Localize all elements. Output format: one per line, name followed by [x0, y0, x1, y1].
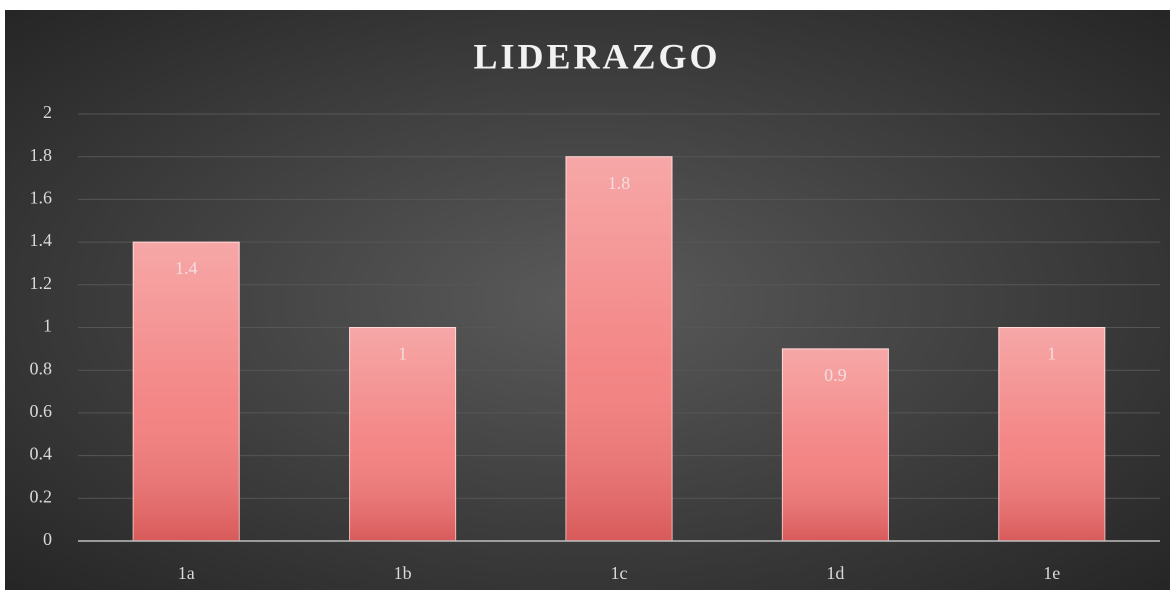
y-tick-label: 2 [43, 102, 52, 122]
bar-shade [782, 348, 889, 541]
y-tick-label: 1 [43, 316, 52, 336]
bar-shade [998, 327, 1105, 541]
y-tick-label: 1.6 [30, 188, 53, 208]
bar-shade [349, 327, 456, 541]
y-tick-label: 0.8 [30, 358, 53, 378]
bar-shade [565, 156, 673, 541]
y-tick-label: 0.4 [30, 444, 53, 464]
chart-title: LIDERAZGO [473, 36, 720, 76]
x-tick-label: 1c [611, 563, 628, 583]
y-tick-label: 1.8 [30, 145, 53, 165]
y-tick-label: 0 [43, 529, 52, 549]
x-tick-label: 1a [178, 563, 195, 583]
y-tick-label: 0.6 [30, 401, 53, 421]
data-label: 1.4 [175, 258, 198, 278]
x-tick-label: 1e [1043, 563, 1060, 583]
x-tick-label: 1b [394, 563, 412, 583]
y-tick-label: 1.4 [30, 230, 53, 250]
data-label: 1.8 [608, 173, 631, 193]
data-label: 1 [1047, 344, 1056, 364]
data-label: 1 [398, 344, 407, 364]
data-label: 0.9 [824, 365, 847, 385]
y-tick-label: 1.2 [30, 273, 53, 293]
x-tick-label: 1d [826, 563, 844, 583]
bar-shade [133, 242, 240, 541]
y-tick-label: 0.2 [30, 486, 53, 506]
